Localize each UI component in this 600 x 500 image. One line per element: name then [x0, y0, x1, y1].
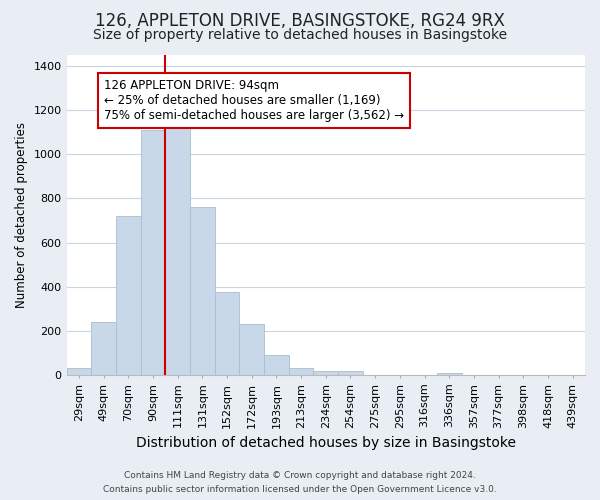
Bar — [190, 208, 215, 375]
Bar — [313, 370, 338, 375]
Bar — [338, 370, 363, 375]
Bar — [116, 216, 140, 375]
Bar — [239, 324, 264, 375]
Bar — [140, 130, 165, 375]
Text: Contains HM Land Registry data © Crown copyright and database right 2024.
Contai: Contains HM Land Registry data © Crown c… — [103, 472, 497, 494]
Text: Size of property relative to detached houses in Basingstoke: Size of property relative to detached ho… — [93, 28, 507, 42]
Bar — [437, 373, 461, 375]
Bar — [289, 368, 313, 375]
Bar — [215, 292, 239, 375]
Bar — [67, 368, 91, 375]
X-axis label: Distribution of detached houses by size in Basingstoke: Distribution of detached houses by size … — [136, 436, 516, 450]
Bar — [264, 355, 289, 375]
Bar — [165, 128, 190, 375]
Y-axis label: Number of detached properties: Number of detached properties — [15, 122, 28, 308]
Text: 126, APPLETON DRIVE, BASINGSTOKE, RG24 9RX: 126, APPLETON DRIVE, BASINGSTOKE, RG24 9… — [95, 12, 505, 30]
Bar — [91, 322, 116, 375]
Text: 126 APPLETON DRIVE: 94sqm
← 25% of detached houses are smaller (1,169)
75% of se: 126 APPLETON DRIVE: 94sqm ← 25% of detac… — [104, 80, 404, 122]
